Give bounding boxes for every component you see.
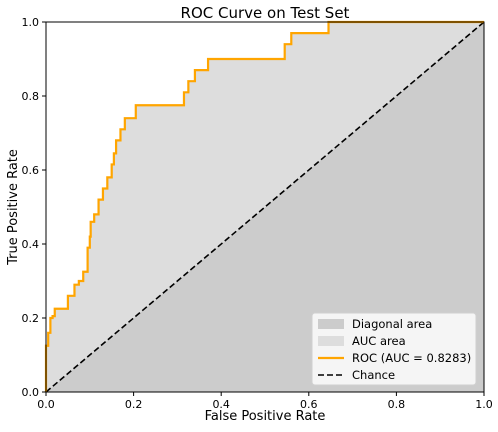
chance-line bbox=[45, 21, 485, 393]
x-tick-label: 0.0 bbox=[37, 398, 55, 411]
y-tick-label: 0.6 bbox=[22, 164, 40, 177]
legend-roc-label: ROC (AUC = 0.8283) bbox=[352, 351, 471, 365]
x-tick-label: 0.4 bbox=[212, 398, 230, 411]
y-tick-label: 0.2 bbox=[22, 312, 40, 325]
y-tick-label: 0.0 bbox=[22, 386, 40, 399]
y-tick-label: 1.0 bbox=[22, 16, 40, 29]
chart-title: ROC Curve on Test Set bbox=[181, 4, 350, 22]
x-tick-label: 0.6 bbox=[300, 398, 318, 411]
legend-box bbox=[311, 312, 477, 386]
roc-curve bbox=[44, 20, 484, 392]
x-tick-label: 1.0 bbox=[475, 398, 493, 411]
legend-chance-label: Chance bbox=[352, 368, 395, 382]
legend-diagonal-area-label: Diagonal area bbox=[352, 317, 432, 331]
plot-area bbox=[44, 20, 485, 393]
y-axis-label: True Positive Rate bbox=[6, 149, 21, 266]
y-tick-label: 0.8 bbox=[22, 90, 40, 103]
legend-auc-area-label: AUC area bbox=[352, 334, 406, 348]
axes: 0.0 0.2 0.4 0.6 0.8 1.0 0.0 0.2 0.4 0.6 0.8 1.0 bbox=[22, 16, 493, 411]
legend-auc-area-swatch bbox=[318, 336, 344, 346]
legend-diagonal-area-swatch bbox=[318, 319, 344, 329]
legend: Diagonal area AUC area ROC (AUC = 0.8283) C… bbox=[311, 312, 477, 386]
x-tick-label: 0.8 bbox=[388, 398, 406, 411]
y-tick-label: 0.4 bbox=[22, 238, 40, 251]
x-tick-label: 0.2 bbox=[125, 398, 143, 411]
axes-frame bbox=[45, 21, 485, 393]
auc-area bbox=[46, 22, 484, 392]
x-axis-label: False Positive Rate bbox=[205, 409, 326, 424]
